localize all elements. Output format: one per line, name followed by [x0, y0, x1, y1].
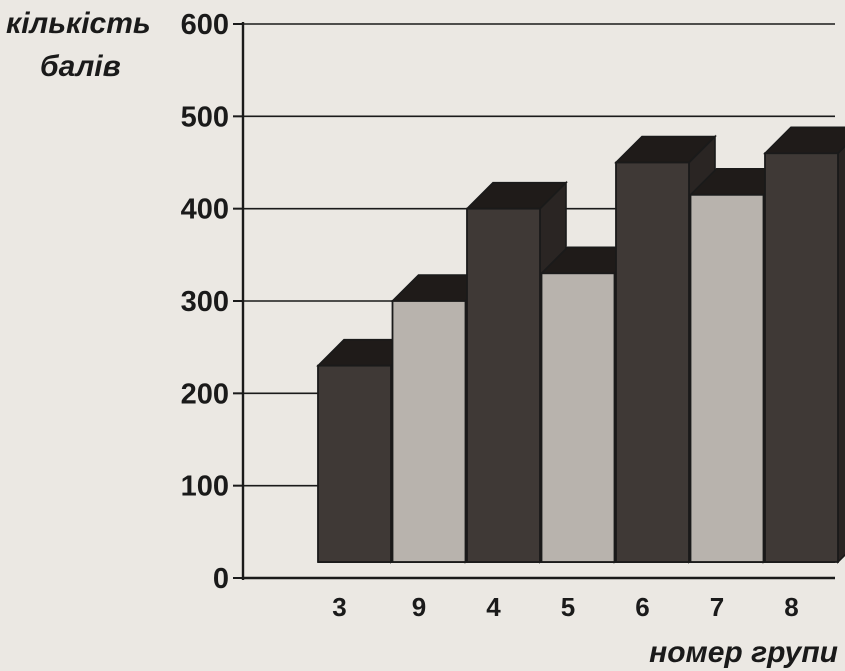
bar-top-face [763, 126, 845, 155]
bar-front-face [317, 364, 392, 563]
bars [316, 126, 845, 564]
bar-front-face [466, 207, 541, 563]
bar-front-face [689, 193, 765, 563]
y-tick-label: 500 [181, 101, 229, 133]
bar-front-face [540, 272, 616, 563]
y-tick-labels: 0 100 200 300 400 500 600 [181, 9, 229, 595]
y-axis-title-line2: балів [40, 50, 121, 83]
y-tick-label: 600 [181, 9, 229, 41]
x-tick-label: 7 [710, 592, 724, 622]
x-tick-labels: 3 9 4 5 6 7 8 [332, 592, 798, 622]
y-tick-label: 300 [181, 286, 229, 318]
y-tick-label: 400 [181, 194, 229, 226]
bar [763, 126, 845, 564]
x-tick-label: 8 [784, 592, 798, 622]
y-tick-label: 0 [213, 563, 229, 595]
bar-front-face [764, 152, 839, 563]
bar-side-face [837, 145, 845, 564]
y-tick-label: 200 [181, 378, 229, 410]
y-tick-label: 100 [181, 471, 229, 503]
bar-front-face [391, 300, 467, 563]
x-axis-title: номер групи [649, 636, 838, 669]
y-axis-title-line1: кількість [6, 7, 151, 40]
x-tick-label: 9 [412, 592, 426, 622]
x-tick-label: 3 [332, 592, 346, 622]
bar-front-face [615, 161, 690, 563]
x-tick-label: 5 [561, 592, 575, 622]
x-tick-label: 4 [486, 592, 501, 622]
x-tick-label: 6 [635, 592, 649, 622]
